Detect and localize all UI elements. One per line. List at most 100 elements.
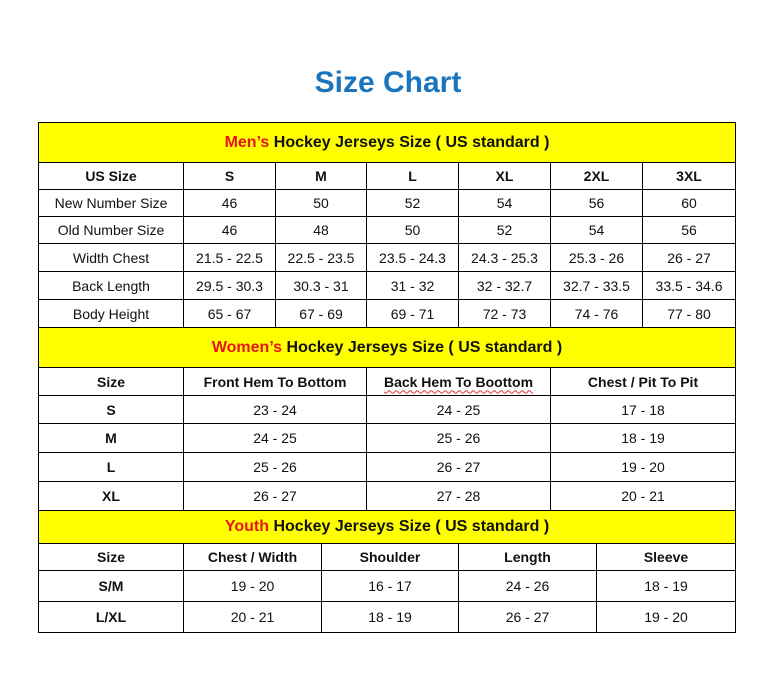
table-cell: 24 - 26 [458,570,597,602]
table-row: S/M 19 - 20 16 - 17 24 - 26 18 - 19 [38,570,737,602]
column-header-label: 3XL [676,168,702,184]
column-header: M [275,162,367,190]
table-cell: 24.3 - 25.3 [458,243,551,272]
table-cell: 18 - 19 [549,423,737,453]
table-cell: 74 - 76 [550,299,643,328]
table-cell: 18 - 19 [321,601,459,633]
table-cell: 25.3 - 26 [550,243,643,272]
column-header: 2XL [550,162,643,190]
youth-column-header-row: Size Chest / Width Shoulder Length Sleeve [38,543,737,571]
table-cell: 52 [458,216,551,244]
column-header-label: Shoulder [359,549,421,565]
column-header: Front Hem To Bottom [183,367,367,396]
column-header: Sleeve [595,543,737,571]
table-cell: 22.5 - 23.5 [275,243,367,272]
table-cell: 69 - 71 [366,299,459,328]
table-cell: 65 - 67 [183,299,276,328]
table-cell: 67 - 69 [275,299,367,328]
table-cell: 27 - 28 [366,481,551,511]
table-cell: 29.5 - 30.3 [183,271,276,300]
table-cell: 31 - 32 [366,271,459,300]
column-header-label: Sleeve [643,549,689,565]
table-cell: 26 - 27 [641,243,737,272]
table-cell: 54 [550,216,643,244]
row-label: New Number Size [38,189,184,217]
column-header-label: Chest / Pit To Pit [587,373,699,390]
table-cell: 23.5 - 24.3 [366,243,459,272]
section-title: Hockey Jerseys Size ( US standard ) [282,338,563,356]
table-cell: 32 - 32.7 [458,271,551,300]
section-prefix: Men’s [224,133,270,151]
table-cell: 19 - 20 [549,452,737,482]
table-cell: 30.3 - 31 [275,271,367,300]
table-cell: 50 [275,189,367,217]
womens-section-header: Women’s Hockey Jerseys Size ( US standar… [37,327,737,368]
row-label: L/XL [38,601,184,633]
column-header-label: L [408,168,417,184]
page-title: Size Chart [314,66,462,99]
youth-section-header: Youth Hockey Jerseys Size ( US standard … [37,510,737,544]
section-title: Hockey Jerseys Size ( US standard ) [269,518,550,535]
womens-size-table: Women’s Hockey Jerseys Size ( US standar… [37,327,737,511]
table-cell: 16 - 17 [321,570,459,602]
column-header-label: Size [96,373,125,390]
column-header-label: M [315,168,327,184]
table-cell: 56 [550,189,643,217]
mens-column-header-row: US Size S M L XL 2XL 3XL [38,162,737,190]
mens-section-header-row: Men’s Hockey Jerseys Size ( US standard … [37,122,737,163]
column-header-label: S [224,168,235,184]
row-label: Back Length [38,271,184,300]
table-cell: 17 - 18 [549,395,737,424]
table-cell: 24 - 25 [366,395,551,424]
column-header-label: Back Hem To Boottom [383,373,534,390]
column-header-label: Size [96,549,125,565]
womens-column-header-row: Size Front Hem To Bottom Back Hem To Boott… [38,367,737,396]
table-cell: 21.5 - 22.5 [183,243,276,272]
table-cell: 26 - 27 [458,601,597,633]
table-row: New Number Size 46 50 52 54 56 60 [38,189,737,217]
row-label: Body Height [38,299,184,328]
mens-size-table: Men’s Hockey Jerseys Size ( US standard … [37,122,737,328]
table-row: L/XL 20 - 21 18 - 19 26 - 27 19 - 20 [38,601,737,633]
table-cell: 25 - 26 [183,452,367,482]
column-header: Size [38,367,184,396]
row-label: XL [38,481,184,511]
table-cell: 77 - 80 [641,299,737,328]
mens-section-header: Men’s Hockey Jerseys Size ( US standard … [37,122,737,163]
table-cell: 19 - 20 [595,601,737,633]
table-cell: 46 [183,216,276,244]
column-header: Length [458,543,597,571]
row-label: Width Chest [38,243,184,272]
table-cell: 19 - 20 [183,570,322,602]
column-header: 3XL [641,162,737,190]
section-prefix: Women’s [211,338,283,356]
table-row: Old Number Size 46 48 50 52 54 56 [38,216,737,244]
table-cell: 60 [641,189,737,217]
table-cell: 52 [366,189,459,217]
column-header: L [366,162,459,190]
section-title: Hockey Jerseys Size ( US standard ) [269,133,550,151]
column-header: US Size [38,162,184,190]
table-cell: 54 [458,189,551,217]
table-row: M 24 - 25 25 - 26 18 - 19 [38,423,737,453]
table-row: Body Height 65 - 67 67 - 69 69 - 71 72 - 73 7… [38,299,737,328]
table-row: Back Length 29.5 - 30.3 30.3 - 31 31 - 32 32… [38,271,737,300]
table-cell: 50 [366,216,459,244]
row-label: Old Number Size [38,216,184,244]
table-cell: 33.5 - 34.6 [641,271,737,300]
column-header: Size [38,543,184,571]
table-cell: 46 [183,189,276,217]
table-cell: 48 [275,216,367,244]
column-header: Chest / Width [183,543,322,571]
row-label: M [38,423,184,453]
row-label: S/M [38,570,184,602]
column-header-label: Chest / Width [207,549,298,565]
table-cell: 25 - 26 [366,423,551,453]
table-cell: 24 - 25 [183,423,367,453]
column-header: XL [458,162,551,190]
table-row: XL 26 - 27 27 - 28 20 - 21 [38,481,737,511]
column-header: Back Hem To Boottom [366,367,551,396]
table-cell: 56 [641,216,737,244]
table-row: S 23 - 24 24 - 25 17 - 18 [38,395,737,424]
column-header-label: 2XL [583,168,610,184]
